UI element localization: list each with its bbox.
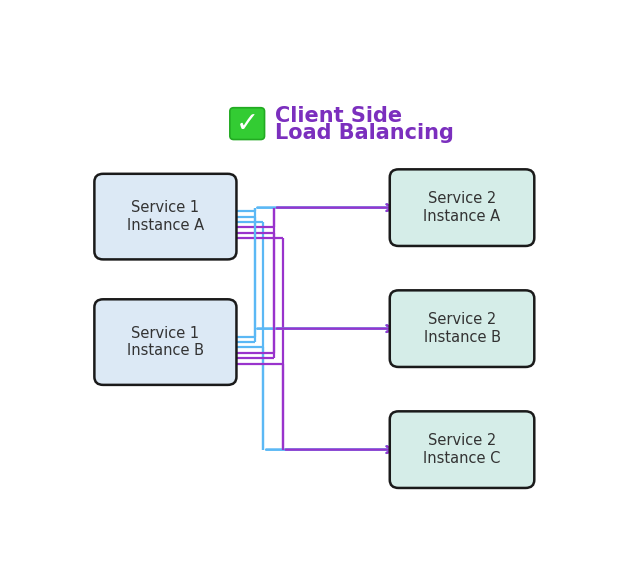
Text: ✓: ✓ [236,109,259,137]
Text: Service 2
Instance C: Service 2 Instance C [423,434,501,466]
Text: Service 2
Instance B: Service 2 Instance B [423,313,500,345]
FancyBboxPatch shape [390,169,534,246]
FancyBboxPatch shape [390,411,534,488]
Text: Client Side: Client Side [275,105,403,126]
FancyBboxPatch shape [94,174,236,260]
Text: Service 2
Instance A: Service 2 Instance A [423,191,501,224]
FancyBboxPatch shape [230,108,265,140]
Text: Load Balancing: Load Balancing [275,123,454,144]
Text: Service 1
Instance B: Service 1 Instance B [127,326,204,359]
FancyBboxPatch shape [390,290,534,367]
FancyBboxPatch shape [94,299,236,385]
Text: Service 1
Instance A: Service 1 Instance A [127,200,204,233]
